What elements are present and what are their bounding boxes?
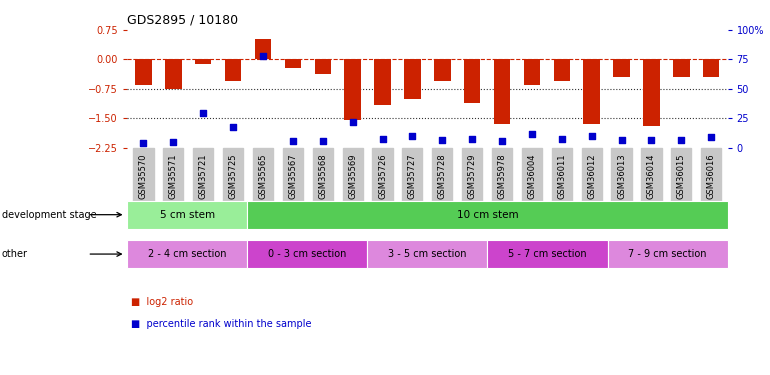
Point bbox=[197, 110, 209, 116]
Point bbox=[407, 133, 419, 139]
Point bbox=[257, 53, 270, 59]
Text: 7 - 9 cm section: 7 - 9 cm section bbox=[628, 249, 707, 259]
Bar bbox=[614, 60, 630, 77]
Text: 10 cm stem: 10 cm stem bbox=[457, 210, 518, 220]
Text: 5 - 7 cm section: 5 - 7 cm section bbox=[508, 249, 587, 259]
Point bbox=[585, 133, 598, 139]
Bar bbox=[225, 60, 241, 81]
Text: development stage: development stage bbox=[2, 210, 96, 220]
Bar bbox=[165, 60, 182, 89]
Bar bbox=[434, 60, 450, 81]
Bar bbox=[584, 60, 600, 124]
Bar bbox=[673, 60, 690, 77]
Bar bbox=[344, 60, 361, 120]
Point bbox=[286, 138, 299, 144]
Point bbox=[137, 140, 149, 146]
Bar bbox=[524, 60, 540, 85]
Point bbox=[346, 119, 359, 125]
Text: ■  log2 ratio: ■ log2 ratio bbox=[131, 297, 193, 307]
Point bbox=[645, 137, 658, 143]
Bar bbox=[315, 60, 331, 74]
Bar bbox=[464, 60, 480, 103]
Point bbox=[466, 135, 478, 141]
Bar bbox=[136, 60, 152, 85]
Point bbox=[705, 134, 718, 140]
Point bbox=[675, 137, 688, 143]
Point bbox=[167, 139, 179, 145]
Bar bbox=[255, 39, 271, 60]
Text: 0 - 3 cm section: 0 - 3 cm section bbox=[268, 249, 346, 259]
Point bbox=[496, 138, 508, 144]
Point bbox=[615, 137, 628, 143]
Bar bbox=[195, 60, 212, 64]
Point bbox=[377, 135, 389, 141]
Bar bbox=[374, 60, 390, 105]
Text: other: other bbox=[2, 249, 28, 259]
Bar bbox=[285, 60, 301, 68]
Bar bbox=[404, 60, 420, 99]
Point bbox=[556, 135, 568, 141]
Bar bbox=[643, 60, 660, 126]
Bar bbox=[554, 60, 570, 81]
Point bbox=[526, 131, 538, 137]
Point bbox=[316, 138, 329, 144]
Point bbox=[436, 137, 448, 143]
Text: 5 cm stem: 5 cm stem bbox=[159, 210, 215, 220]
Text: GDS2895 / 10180: GDS2895 / 10180 bbox=[127, 13, 238, 26]
Bar bbox=[494, 60, 511, 124]
Bar bbox=[703, 60, 719, 77]
Point bbox=[227, 124, 239, 130]
Text: ■  percentile rank within the sample: ■ percentile rank within the sample bbox=[131, 320, 311, 329]
Text: 2 - 4 cm section: 2 - 4 cm section bbox=[148, 249, 226, 259]
Text: 3 - 5 cm section: 3 - 5 cm section bbox=[388, 249, 467, 259]
